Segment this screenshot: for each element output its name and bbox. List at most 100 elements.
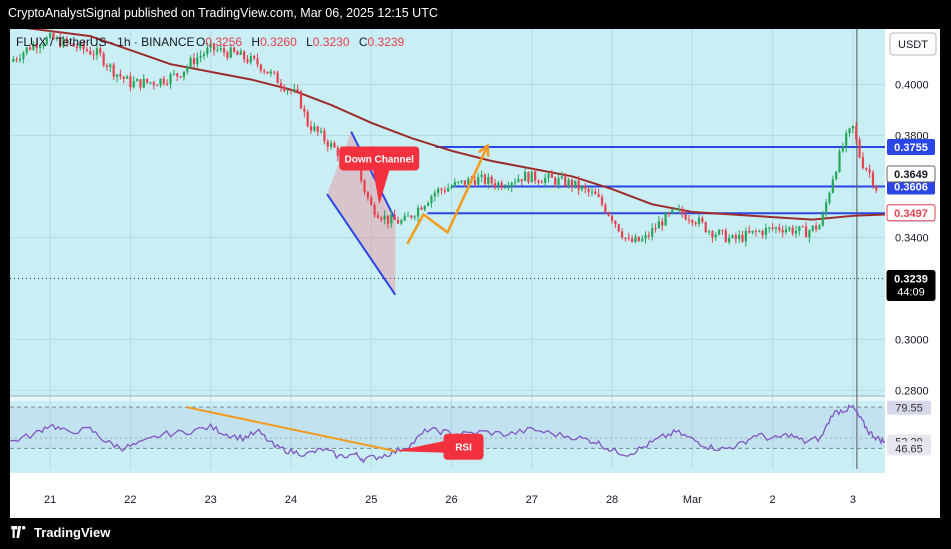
candle-body (691, 220, 694, 223)
candle-body (309, 125, 313, 131)
candle-body (704, 222, 707, 233)
candle-body (517, 179, 520, 183)
horizontal-levels (10, 29, 885, 469)
candle-body (105, 65, 109, 67)
candle-body (647, 235, 650, 237)
candle-body (510, 183, 513, 187)
candle-body (480, 174, 483, 178)
candle-body (547, 173, 550, 178)
candle-body (28, 47, 32, 50)
candle-body (269, 71, 272, 74)
candle-body (296, 89, 299, 92)
candle-body (493, 183, 497, 187)
candle-body (18, 59, 22, 61)
y-tick-label: 0.3000 (895, 334, 929, 346)
candle-body (761, 231, 764, 236)
candle-body (627, 238, 630, 240)
candle-body (212, 43, 216, 51)
candle-body (319, 130, 323, 133)
candle-body (574, 180, 577, 187)
candle-body (299, 91, 303, 109)
ohlc-close-value: 0.3239 (368, 35, 405, 49)
candle-body (112, 64, 115, 77)
ohlc-high-label: H (251, 35, 260, 49)
candle-body (741, 234, 744, 242)
candle-body (423, 205, 426, 210)
candle-body (831, 179, 834, 193)
candle-body (848, 128, 851, 133)
candle-body (447, 188, 450, 192)
x-tick-label: 24 (285, 494, 297, 506)
candle-body (477, 177, 480, 185)
candle-body (99, 48, 102, 54)
candle-body (664, 213, 667, 226)
grid (10, 29, 940, 518)
candle-body (453, 182, 456, 187)
candle-body (594, 191, 597, 195)
bar-countdown: 44:09 (897, 287, 925, 299)
candle-body (557, 178, 560, 185)
time-axis: 21 22 23 24 25 26 27 28 Mar 2 3 (44, 494, 856, 506)
candle-body (366, 192, 369, 198)
candle-body (222, 48, 226, 53)
candle-body (92, 54, 95, 56)
candle-body (577, 180, 580, 190)
candle-body (814, 225, 818, 230)
ohlc-low-label: L (306, 35, 313, 49)
candle-body (380, 217, 383, 220)
candle-body (370, 197, 373, 206)
down-channel-callout-box (339, 146, 420, 171)
candle-body (226, 52, 229, 58)
candle-body (610, 215, 614, 221)
candle-body (677, 208, 681, 210)
candle-body (263, 70, 266, 72)
candle-body (754, 230, 757, 232)
ohlc-low-value: 0.3230 (313, 35, 350, 49)
candle-body (450, 186, 453, 189)
price-axis: 0.40000.38000.34000.30000.28000.37550.36… (885, 29, 940, 473)
candle-body (614, 220, 617, 225)
candle-body (373, 205, 376, 216)
candle-body (132, 81, 135, 88)
x-tick-label: 23 (205, 494, 217, 506)
candle-body (336, 147, 339, 157)
currency-box[interactable] (889, 32, 937, 56)
candle-body (724, 230, 727, 243)
candle-body (794, 230, 798, 234)
candle-body (523, 172, 527, 182)
candle-body (239, 51, 242, 55)
candle-body (246, 59, 249, 63)
y-tick-label: 0.3400 (895, 232, 929, 244)
candle-body (259, 64, 262, 71)
candle-body (162, 78, 165, 84)
candle-body (738, 234, 741, 239)
brand-name: TradingView (34, 524, 111, 540)
moving-average (26, 29, 886, 221)
candle-body (590, 191, 594, 193)
candle-body (513, 182, 517, 184)
candle-body (202, 54, 206, 56)
candle-body (564, 176, 567, 187)
candle-body (79, 43, 82, 49)
rsi-label: RSI (455, 443, 472, 454)
tradingview-brand: TradingView (10, 522, 110, 542)
y-tick-label: 0.2800 (895, 385, 929, 397)
candle-body (12, 59, 15, 62)
candle-body (801, 226, 804, 228)
candle-body (651, 228, 654, 237)
candle-body (667, 213, 671, 215)
candle-body (791, 227, 794, 234)
candle-body (440, 188, 443, 191)
candle-body (403, 215, 406, 221)
candle-body (75, 46, 78, 49)
candle-body (674, 208, 677, 210)
candle-body (567, 179, 570, 187)
candle-body (634, 236, 637, 242)
time-axis-band (10, 473, 940, 518)
candle-body (711, 231, 714, 238)
chart-plot-area[interactable]: Down Channel RSI 0.4000 0.3800 0.3400 0.300… (10, 29, 940, 518)
projection-arrow (406, 143, 490, 245)
candle-body (544, 177, 547, 183)
candle-body (209, 43, 212, 48)
